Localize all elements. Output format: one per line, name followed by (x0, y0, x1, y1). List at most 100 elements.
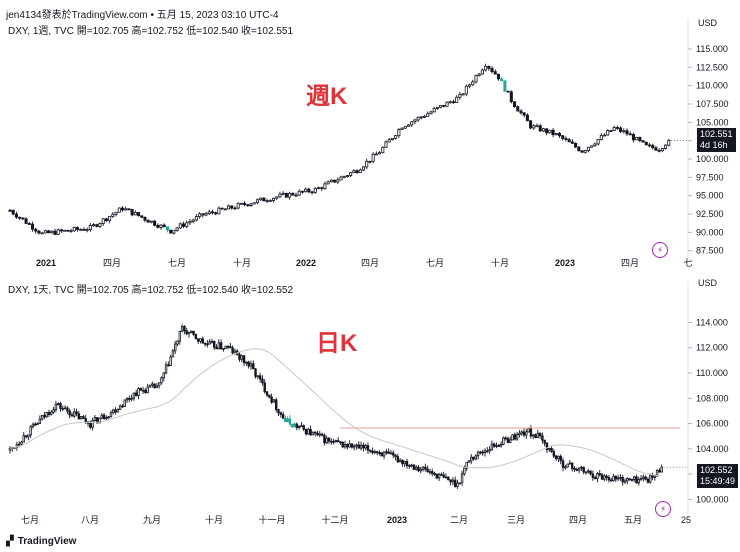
candle-body (309, 428, 312, 436)
candle-body (105, 417, 108, 420)
x-tick-label: 七月 (21, 515, 39, 525)
candle-body (217, 342, 221, 350)
bolt-icon[interactable]: ⚡ (655, 501, 671, 517)
weekly-chart-svg[interactable]: USD115.000112.500110.000107.500105.00010… (0, 14, 740, 276)
bolt-icon[interactable]: ⚡ (652, 242, 668, 258)
candle-body (178, 330, 182, 342)
candle-body (487, 65, 491, 69)
candle-body (405, 461, 409, 467)
candle-body (69, 230, 73, 233)
candle-body (27, 434, 30, 438)
candle-body (593, 477, 597, 479)
candle-body (551, 129, 555, 136)
candle-body (18, 216, 22, 219)
weekly-chart-panel[interactable]: DXY, 1週, TVC 開=102.705 高=102.752 低=102.5… (0, 14, 740, 276)
publish-header: jen4134發表於TradingView.com • 五月 15, 2023 … (6, 10, 279, 21)
candle-body (349, 172, 353, 176)
tradingview-footer[interactable]: ▞ TradingView (6, 536, 76, 547)
candle-body (566, 463, 569, 468)
y-tick-label: 112.500 (696, 62, 728, 72)
candle-body (359, 444, 363, 449)
candle-body (503, 80, 507, 92)
candle-body (34, 423, 37, 426)
y-tick-label: 87.500 (696, 246, 724, 256)
x-tick-label: 四月 (569, 515, 587, 525)
candle-body (424, 466, 427, 470)
candle-body (245, 361, 248, 364)
candle-body (474, 75, 478, 83)
candle-body (637, 479, 640, 484)
candle-body (467, 460, 471, 463)
candle-body (464, 85, 468, 95)
candle-body (262, 197, 266, 202)
daily-countdown: 15:49:49 (700, 476, 736, 486)
candle-body (506, 437, 510, 444)
y-tick-label: 105.000 (696, 117, 729, 127)
candle-body (167, 364, 170, 367)
candle-body (137, 388, 140, 396)
candle-body (190, 330, 193, 333)
candle-body (456, 482, 459, 488)
candle-body (513, 434, 517, 440)
candle-body (24, 218, 28, 224)
candle-body (357, 444, 361, 449)
candle-body (140, 215, 144, 218)
candle-body (118, 405, 122, 410)
candle-body (293, 423, 296, 428)
candle-body (522, 112, 526, 116)
candle-body (545, 442, 549, 451)
candle-body (268, 200, 272, 202)
candle-body (50, 411, 53, 415)
candle-body (117, 207, 121, 213)
candle-body (203, 342, 207, 345)
x-tick-label: 十月 (233, 257, 251, 268)
candle-body (433, 473, 436, 475)
candle-body (27, 223, 31, 225)
candle-body (490, 67, 494, 73)
candle-body (187, 332, 191, 335)
candle-body (333, 179, 337, 183)
candle-body (233, 207, 237, 210)
candle-body (304, 428, 308, 435)
candle-body (587, 470, 590, 473)
daily-chart-panel[interactable]: DXY, 1天, TVC 開=102.705 高=102.752 低=102.5… (0, 277, 740, 529)
candle-body (236, 203, 240, 209)
candle-body (520, 431, 523, 434)
candle-body (602, 134, 607, 137)
candle-body (513, 101, 517, 108)
candle-body (230, 205, 234, 209)
candle-body (304, 188, 308, 193)
candle-body (77, 413, 81, 420)
candle-body (516, 106, 520, 112)
candle-body (413, 119, 417, 123)
candle-body (644, 476, 647, 480)
candle-body (371, 450, 374, 454)
candle-body (124, 208, 128, 211)
candle-body (217, 207, 221, 215)
candle-body (429, 111, 433, 115)
candle-body (208, 341, 211, 345)
x-tick-label: 五月 (624, 515, 642, 525)
candle-body (400, 127, 404, 130)
candle-body (201, 213, 205, 216)
candle-body (313, 431, 317, 434)
weekly-title: 週K (306, 83, 348, 110)
candle-body (191, 219, 195, 222)
candle-body (488, 449, 491, 452)
candle-body (511, 434, 514, 441)
candle-body (291, 192, 295, 196)
candle-body (300, 425, 303, 428)
candle-body (169, 229, 173, 234)
candle-body (567, 139, 571, 143)
candle-body (259, 197, 263, 201)
candle-body (59, 229, 63, 232)
candle-body (153, 383, 156, 389)
candle-body (54, 403, 58, 411)
candle-body (279, 412, 282, 415)
candle-body (345, 175, 349, 177)
candle-body (626, 478, 629, 482)
candle-body (619, 127, 623, 132)
daily-chart-svg[interactable]: USD 114.000 112.000 110.000 108.000 106.000 10… (0, 277, 740, 529)
x-tick-label: 2022 (296, 258, 316, 268)
candle-body (646, 478, 650, 483)
